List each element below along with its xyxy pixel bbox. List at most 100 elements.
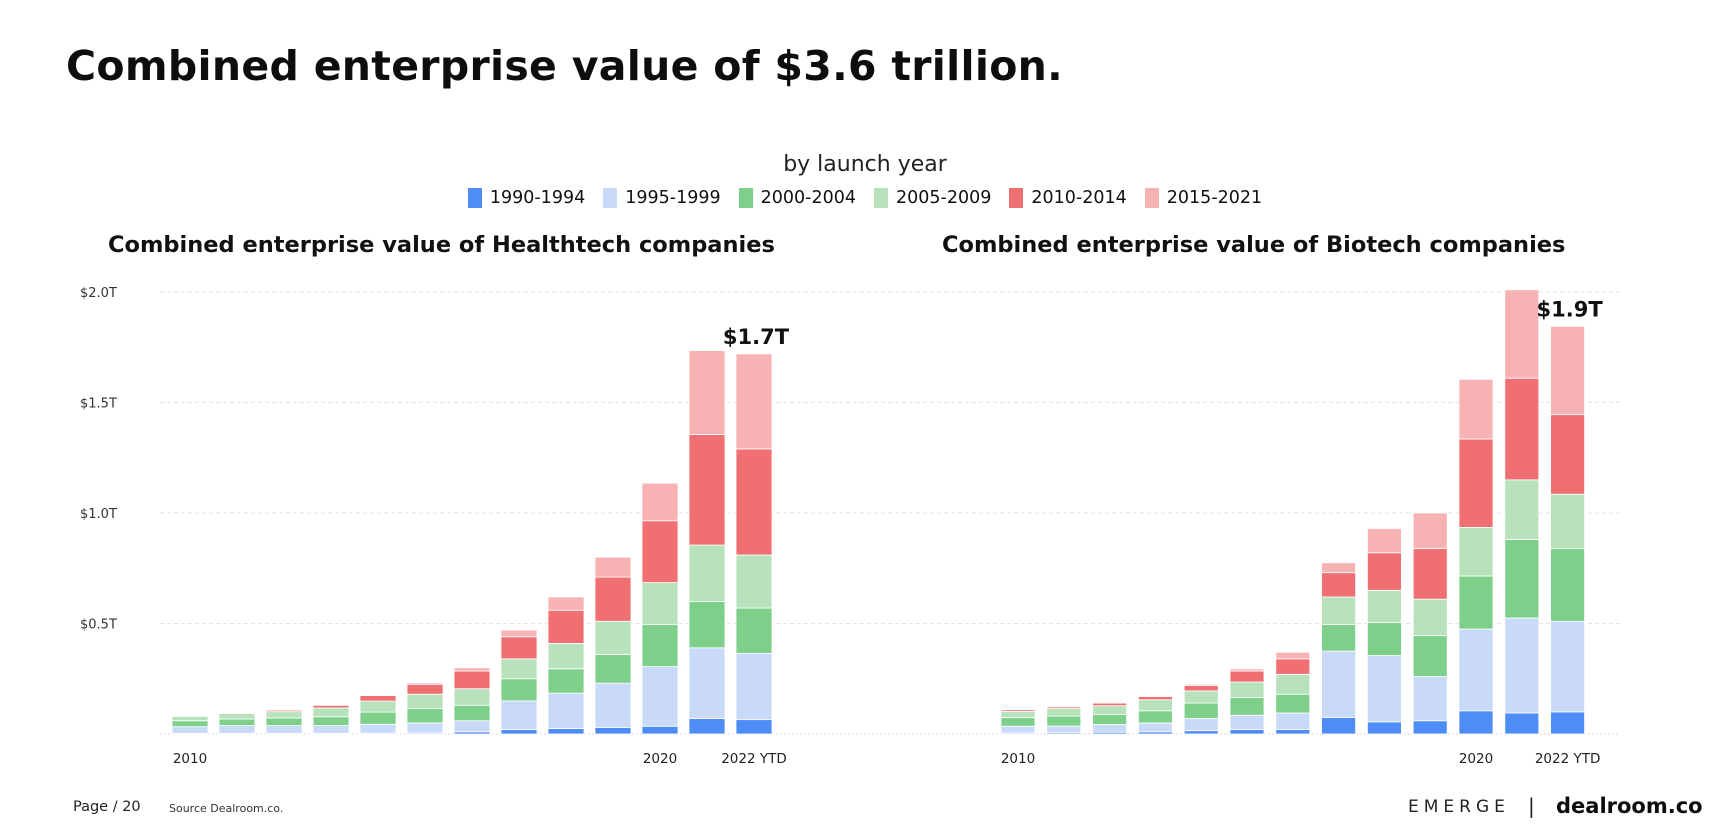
biotech-bar-2022-ytd-1990-1994 bbox=[1550, 711, 1585, 735]
legend-label: 1995-1999 bbox=[625, 188, 721, 208]
healthtech-bar-2016-1995-1999 bbox=[453, 720, 491, 733]
legend-item-1990-1994: 1990-1994 bbox=[467, 188, 585, 208]
healthtech-bar-2018-2005-2009 bbox=[547, 642, 585, 670]
biotech-bar-2018-2010-2014 bbox=[1367, 552, 1402, 591]
biotech-bar-2021-2005-2009 bbox=[1504, 479, 1540, 540]
healthtech-bar-2020-1995-1999 bbox=[641, 666, 679, 727]
legend: 1990-1994 1995-1999 2000-2004 2005-2009 … bbox=[0, 188, 1730, 208]
legend-swatch bbox=[603, 188, 618, 208]
y-tick-label: $2.0T bbox=[80, 286, 117, 301]
biotech-bar-2013-2010-2014 bbox=[1138, 696, 1173, 701]
biotech-bar-2017-1990-1994 bbox=[1321, 717, 1356, 735]
biotech-bar-2015-2000-2004 bbox=[1229, 697, 1265, 716]
biotech-bar-2022-ytd-2015-2021 bbox=[1550, 325, 1585, 416]
legend-swatch bbox=[467, 188, 482, 208]
healthtech-x-tick-label: 2022 YTD bbox=[721, 751, 787, 767]
healthtech-bar-2018-2000-2004 bbox=[547, 668, 585, 694]
healthtech-bar-2016-2015-2021 bbox=[453, 667, 491, 672]
biotech-bar-2022-ytd-2010-2014 bbox=[1550, 414, 1585, 495]
healthtech-bar-2017-2015-2021 bbox=[500, 629, 538, 638]
legend-swatch bbox=[1144, 188, 1159, 208]
biotech-bar-2014-2015-2021 bbox=[1183, 683, 1219, 686]
healthtech-bar-2018-1995-1999 bbox=[547, 692, 585, 729]
healthtech-bar-2011-2005-2009 bbox=[218, 713, 256, 720]
healthtech-bar-2013-2000-2004 bbox=[312, 716, 350, 727]
healthtech-bar-2010-1995-1999 bbox=[171, 726, 209, 734]
healthtech-bar-2020-1990-1994 bbox=[641, 725, 679, 735]
biotech-bar-2021-1995-1999 bbox=[1504, 617, 1540, 714]
healthtech-bar-2021-1990-1994 bbox=[688, 718, 726, 735]
legend-item-2015-2021: 2015-2021 bbox=[1144, 188, 1262, 208]
biotech-bar-2022-ytd-2000-2004 bbox=[1550, 547, 1585, 622]
biotech-bar-2018-2015-2021 bbox=[1367, 528, 1402, 554]
healthtech-bar-2018-2010-2014 bbox=[547, 609, 585, 644]
healthtech-bar-2018-1990-1994 bbox=[547, 728, 585, 735]
biotech-bar-2017-2005-2009 bbox=[1321, 596, 1356, 626]
legend-item-1995-1999: 1995-1999 bbox=[603, 188, 721, 208]
biotech-bar-2017-2000-2004 bbox=[1321, 624, 1356, 652]
biotech-bar-2020-2015-2021 bbox=[1458, 378, 1494, 440]
biotech-bar-2013-2015-2021 bbox=[1138, 695, 1173, 697]
biotech-bar-2016-2010-2014 bbox=[1275, 658, 1311, 675]
biotech-bar-2019-2010-2014 bbox=[1412, 547, 1448, 600]
healthtech-bar-2019-2005-2009 bbox=[594, 620, 632, 655]
source-note: Source Dealroom.co. bbox=[169, 802, 284, 815]
biotech-bar-2022-ytd-2005-2009 bbox=[1550, 493, 1585, 549]
healthtech-bar-2014-1995-1999 bbox=[359, 723, 397, 734]
healthtech-bar-2012-2005-2009 bbox=[265, 711, 303, 719]
biotech-bar-2014-2010-2014 bbox=[1183, 684, 1219, 692]
biotech-bar-2015-2005-2009 bbox=[1229, 681, 1265, 698]
healthtech-bar-2019-2000-2004 bbox=[594, 654, 632, 684]
biotech-bar-2013-1995-1999 bbox=[1138, 722, 1173, 733]
biotech-bar-2016-2015-2021 bbox=[1275, 651, 1311, 660]
healthtech-total-annotation: $1.7T bbox=[723, 325, 790, 349]
legend-title: by launch year bbox=[783, 152, 947, 177]
healthtech-bar-2017-2010-2014 bbox=[500, 636, 538, 660]
legend-item-2005-2009: 2005-2009 bbox=[874, 188, 991, 208]
healthtech-bar-2014-2005-2009 bbox=[359, 700, 397, 713]
biotech-bar-2017-2010-2014 bbox=[1321, 572, 1356, 598]
legend-item-2010-2014: 2010-2014 bbox=[1009, 188, 1127, 208]
healthtech-bar-2021-2010-2014 bbox=[688, 434, 726, 546]
healthtech-bar-2017-2000-2004 bbox=[500, 678, 538, 702]
biotech-bar-2012-2005-2009 bbox=[1092, 705, 1127, 715]
biotech-total-annotation: $1.9T bbox=[1537, 297, 1604, 321]
biotech-bar-2010-2000-2004 bbox=[1000, 717, 1036, 727]
biotech-bar-2015-1990-1994 bbox=[1229, 729, 1265, 735]
healthtech-bar-2020-2010-2014 bbox=[641, 520, 679, 584]
healthtech-bar-2014-2015-2021 bbox=[359, 694, 397, 696]
healthtech-bar-2019-1995-1999 bbox=[594, 682, 632, 728]
healthtech-bar-2016-2010-2014 bbox=[453, 670, 491, 690]
legend-swatch bbox=[1009, 188, 1024, 208]
healthtech-bar-2022-ytd-1995-1999 bbox=[735, 652, 773, 721]
biotech-bar-2022-ytd-1995-1999 bbox=[1550, 620, 1585, 713]
healthtech-bar-2017-2005-2009 bbox=[500, 658, 538, 680]
biotech-bar-2017-1995-1999 bbox=[1321, 650, 1356, 718]
biotech-bar-2020-1990-1994 bbox=[1458, 710, 1494, 735]
biotech-bar-2018-2005-2009 bbox=[1367, 589, 1402, 623]
healthtech-bar-2011-2015-2021 bbox=[218, 711, 256, 714]
biotech-bar-2016-2000-2004 bbox=[1275, 693, 1311, 714]
biotech-bar-2011-1995-1999 bbox=[1046, 725, 1082, 734]
legend-item-2000-2004: 2000-2004 bbox=[738, 188, 856, 208]
biotech-bar-2011-2015-2021 bbox=[1046, 705, 1082, 708]
healthtech-bar-2012-2015-2021 bbox=[265, 709, 303, 711]
biotech-bar-2019-2000-2004 bbox=[1412, 635, 1448, 677]
healthtech-bar-2017-1990-1994 bbox=[500, 729, 538, 735]
legend-label: 2010-2014 bbox=[1031, 188, 1127, 208]
biotech-chart-title: Combined enterprise value of Biotech com… bbox=[942, 232, 1566, 258]
biotech-x-tick-label: 2010 bbox=[1001, 751, 1035, 767]
biotech-bar-2013-2005-2009 bbox=[1138, 699, 1173, 712]
biotech-bar-2016-1990-1994 bbox=[1275, 729, 1311, 735]
healthtech-bar-2019-1990-1994 bbox=[594, 726, 632, 735]
biotech-bar-2020-2000-2004 bbox=[1458, 575, 1494, 630]
healthtech-bar-2015-1995-1999 bbox=[406, 722, 444, 734]
biotech-bar-2016-2005-2009 bbox=[1275, 673, 1311, 695]
biotech-bar-2019-2005-2009 bbox=[1412, 598, 1448, 637]
biotech-bar-2014-1995-1999 bbox=[1183, 718, 1219, 732]
legend-label: 2005-2009 bbox=[896, 188, 992, 208]
legend-swatch bbox=[874, 188, 888, 208]
biotech-bar-2016-1995-1999 bbox=[1275, 712, 1311, 730]
biotech-chart: 2010 2020 2022 YTD $1.9T bbox=[1000, 289, 1604, 767]
